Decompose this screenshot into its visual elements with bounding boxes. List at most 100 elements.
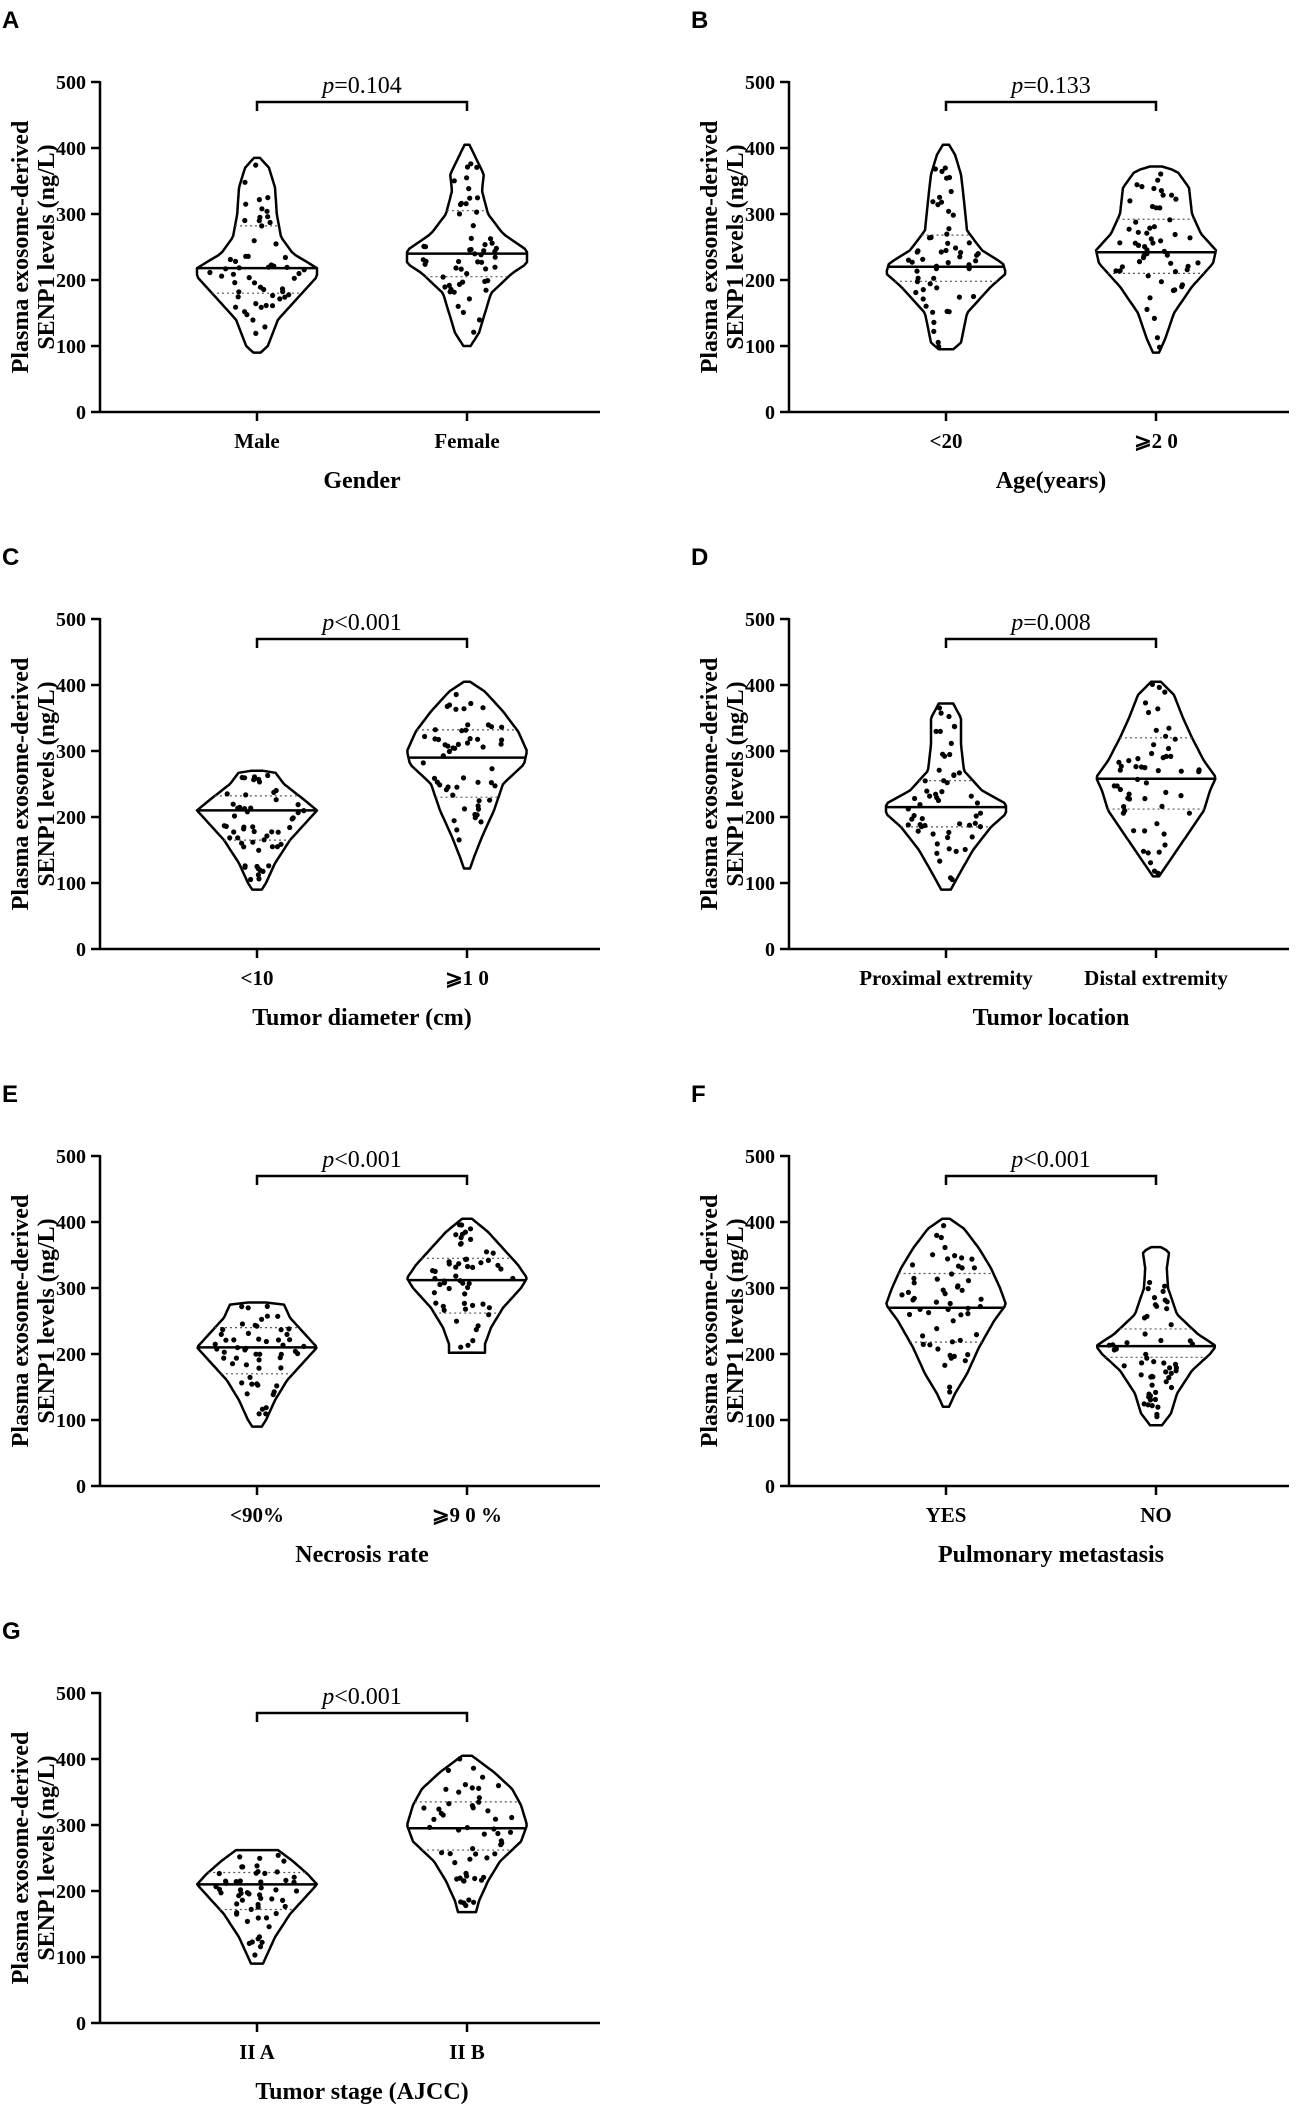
data-point <box>919 816 925 822</box>
data-point <box>456 211 463 217</box>
data-point <box>427 1824 433 1830</box>
y-tick-label: 300 <box>745 1278 775 1300</box>
data-point <box>953 245 959 251</box>
data-point <box>269 829 275 835</box>
data-point <box>946 208 952 214</box>
y-tick-label: 0 <box>76 402 86 424</box>
data-point <box>266 1924 272 1930</box>
data-point <box>905 257 912 263</box>
data-point <box>466 1897 472 1903</box>
significance-bracket <box>255 1174 469 1185</box>
y-axis-label: Plasma exosome-derivedSENP1 levels (ng/L… <box>697 1194 749 1447</box>
data-point <box>945 834 951 841</box>
data-point <box>458 1240 464 1247</box>
data-point <box>1117 240 1123 246</box>
data-point <box>476 1795 482 1801</box>
data-point <box>1166 725 1172 731</box>
x-axis-title: Pulmonary metastasis <box>938 1542 1164 1568</box>
y-tick-label: 400 <box>56 1212 86 1234</box>
data-point <box>481 1874 487 1880</box>
y-tick-label: 200 <box>56 1344 86 1366</box>
data-point <box>259 1316 265 1322</box>
data-point <box>487 236 494 242</box>
data-point <box>255 1904 261 1910</box>
data-point <box>446 282 452 288</box>
data-point <box>957 821 963 827</box>
y-tick-label: 300 <box>745 741 775 763</box>
data-point <box>492 1851 498 1857</box>
data-point <box>936 705 943 711</box>
violin-outline <box>885 143 1007 351</box>
data-point <box>935 339 941 345</box>
data-point <box>486 1312 492 1318</box>
y-tick-label: 100 <box>56 873 86 895</box>
data-point <box>1168 1322 1174 1328</box>
data-point <box>966 240 972 246</box>
data-point <box>965 1305 971 1311</box>
data-point <box>928 234 934 240</box>
data-point <box>265 264 272 270</box>
data-point <box>475 736 481 742</box>
data-point <box>256 197 262 203</box>
data-point <box>456 1827 462 1833</box>
data-point <box>267 219 273 226</box>
y-axis-label: Plasma exosome-derivedSENP1 levels (ng/L… <box>697 657 749 910</box>
x-tick-label: II B <box>449 2040 485 2064</box>
data-point <box>257 1892 263 1898</box>
data-point <box>934 285 940 291</box>
data-point <box>941 778 947 784</box>
data-point <box>937 858 943 864</box>
data-point <box>467 195 473 201</box>
y-tick-label: 0 <box>76 2013 86 2035</box>
data-point <box>1178 768 1184 774</box>
data-point <box>949 1271 955 1277</box>
data-point <box>256 218 262 224</box>
data-point <box>934 1232 940 1238</box>
data-point <box>1167 217 1173 223</box>
data-point <box>244 809 250 815</box>
data-point <box>1173 1368 1179 1374</box>
data-point <box>452 1860 458 1866</box>
data-point <box>246 275 252 281</box>
data-point <box>1162 1283 1168 1289</box>
data-point <box>905 1289 911 1295</box>
data-point <box>254 1863 260 1869</box>
data-point <box>1154 335 1160 341</box>
data-point <box>474 812 480 818</box>
data-point <box>463 727 469 733</box>
data-point <box>251 280 258 286</box>
data-point <box>1119 264 1125 270</box>
y-tick-label: 500 <box>745 609 775 631</box>
data-point <box>1142 700 1149 706</box>
data-point <box>470 1765 477 1771</box>
data-point <box>451 178 457 184</box>
data-point <box>275 829 281 835</box>
y-tick-label: 100 <box>745 1410 775 1432</box>
data-point <box>945 1306 951 1312</box>
data-point <box>464 164 471 170</box>
data-point <box>467 1226 474 1232</box>
data-point <box>966 266 972 272</box>
data-point <box>935 202 941 208</box>
data-point <box>220 1327 226 1333</box>
p-value-label: p=0.104 <box>320 73 402 99</box>
data-point <box>1153 727 1159 733</box>
data-point <box>246 1891 252 1897</box>
data-point <box>949 1339 955 1345</box>
data-point <box>1153 1389 1159 1395</box>
data-point <box>1127 198 1133 204</box>
data-point <box>455 303 461 309</box>
data-point <box>488 780 494 786</box>
data-point <box>227 835 233 841</box>
data-point <box>453 1273 459 1279</box>
x-tick-label: Distal extremity <box>1084 966 1228 990</box>
data-point <box>947 1384 953 1390</box>
data-point <box>466 186 472 192</box>
y-tick-label: 200 <box>56 807 86 829</box>
panel-d: D Plasma exosome-derivedSENP1 levels (ng/… <box>691 544 1289 1031</box>
data-point <box>422 733 428 740</box>
data-point <box>1158 188 1164 194</box>
data-point <box>463 1256 469 1262</box>
data-point <box>971 1265 977 1271</box>
panel-label: G <box>2 1618 21 1645</box>
